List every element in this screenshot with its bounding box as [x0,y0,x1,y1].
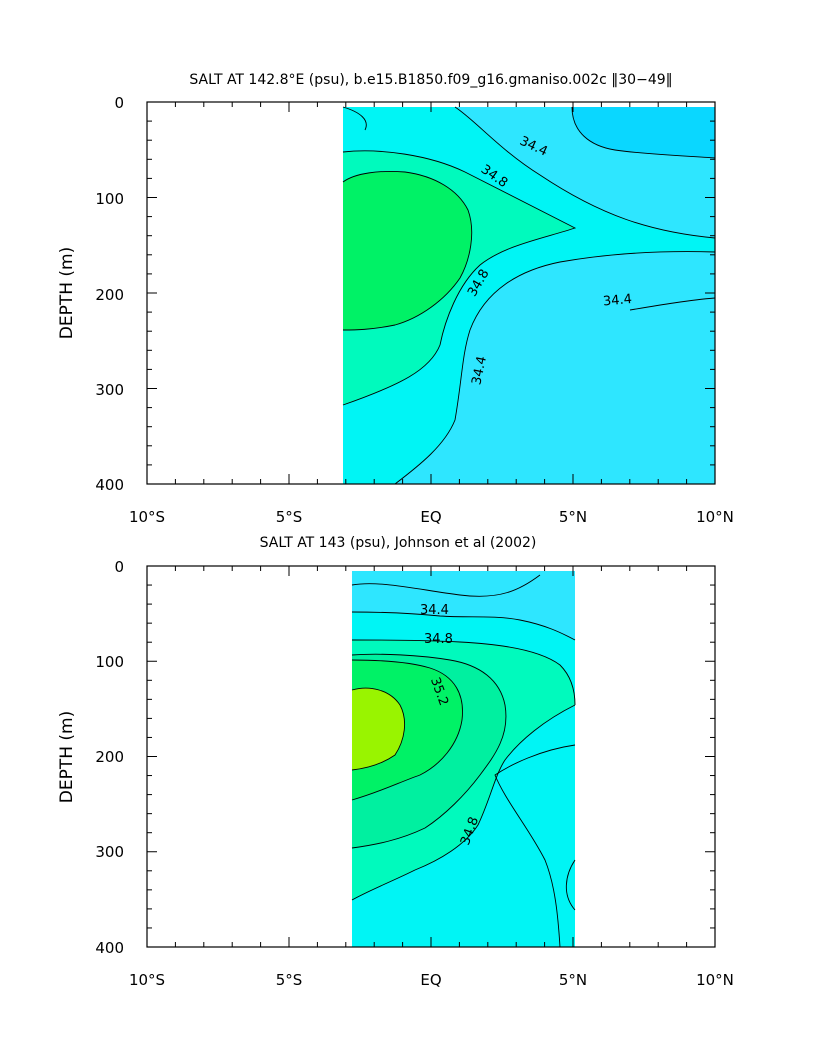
bottom-x-tick-labels: 10°S 5°S EQ 5°N 10°N [129,971,734,989]
top-x-tick-label: 5°N [559,508,587,526]
top-contour-line [342,106,367,131]
bottom-contour-fill [352,571,575,947]
top-contour-label: 34.4 [469,355,490,386]
bottom-y-tick-label: 100 [95,653,124,671]
top-x-tick-label: 10°N [696,508,734,526]
bottom-panel: 34.4 34.8 35.2 34.8 10°S 5°S EQ 5°N 10°N… [57,535,734,989]
top-contour-line [571,106,716,159]
bottom-contour-line [351,687,406,771]
top-contour-line [342,150,577,406]
top-y-tick-label: 0 [114,94,124,112]
top-contour-fill [343,107,715,484]
top-panel: 34.4 34.8 34.8 34.4 34.4 10°S 5°S EQ 5°N… [57,72,734,526]
bottom-x-tick-label: 5°S [276,971,303,989]
top-contour-line [454,106,716,239]
top-contour-label: 34.4 [602,292,632,309]
top-x-tick-label: 10°S [129,508,165,526]
top-fill-35-0 [343,171,472,330]
top-chart-title: SALT AT 142.8°E (psu), b.e15.B1850.f09_g… [189,72,672,88]
bottom-ticks [146,565,716,948]
top-x-tick-label: 5°S [276,508,303,526]
bottom-fill-35-4 [352,688,405,770]
top-y-tick-label: 100 [95,190,124,208]
top-contour-line [342,170,473,331]
bottom-contour-label: 34.8 [424,632,453,647]
bottom-contour-line [351,653,507,849]
bottom-contour-lines [351,574,576,948]
bottom-chart-title: SALT AT 143 (psu), Johnson et al (2002) [260,535,537,551]
top-y-tick-label: 300 [95,381,124,399]
bottom-y-tick-label: 200 [95,748,124,766]
top-contour-lines [342,106,716,485]
bottom-x-tick-label: 10°S [129,971,165,989]
bottom-contour-line [351,659,463,801]
top-y-tick-label: 200 [95,286,124,304]
top-y-axis-label: DEPTH (m) [57,247,77,339]
top-y-tick-label: 400 [95,476,124,494]
bottom-contour-line [351,704,576,901]
top-ticks [146,101,716,485]
top-fill-surface-min [572,107,715,158]
top-contour-line [629,297,716,311]
top-contour-line [394,251,716,485]
bottom-y-tick-label: 0 [114,558,124,576]
top-x-tick-label: EQ [420,508,441,526]
bottom-x-tick-label: 5°N [559,971,587,989]
bottom-contour-line [351,611,576,641]
bottom-contour-line [351,574,541,597]
bottom-x-tick-label: 10°N [696,971,734,989]
top-y-tick-labels: 0 100 200 300 400 [95,94,124,494]
bottom-y-tick-label: 300 [95,843,124,861]
bottom-x-tick-label: EQ [420,971,441,989]
bottom-contour-line [351,639,576,706]
bottom-contour-line [565,859,576,911]
bottom-y-tick-labels: 0 100 200 300 400 [95,558,124,957]
top-x-tick-labels: 10°S 5°S EQ 5°N 10°N [129,508,734,526]
bottom-contour-label: 34.4 [420,603,449,618]
bottom-y-tick-label: 400 [95,939,124,957]
bottom-contour-line [494,744,576,948]
bottom-y-axis-label: DEPTH (m) [57,711,77,803]
